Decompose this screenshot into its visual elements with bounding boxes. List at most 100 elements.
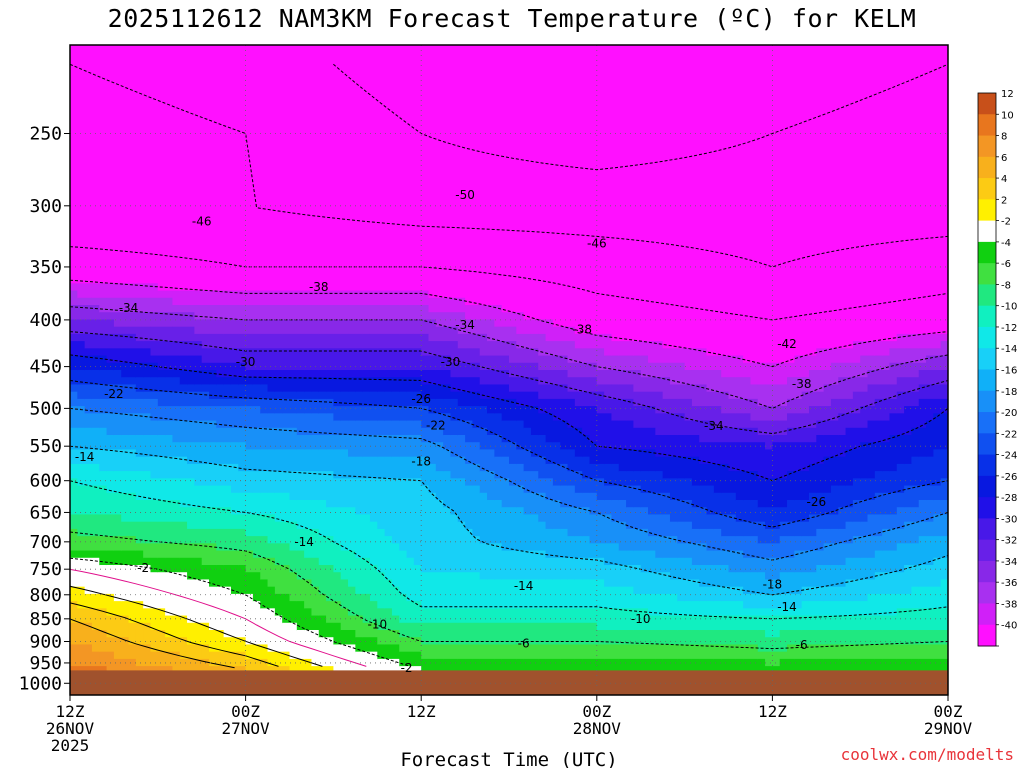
temperature-cell bbox=[545, 579, 554, 609]
temperature-cell bbox=[911, 485, 920, 508]
temperature-cell bbox=[648, 550, 656, 573]
temperature-cell bbox=[91, 355, 100, 371]
contour-label: -38 bbox=[572, 323, 592, 337]
temperature-cell bbox=[750, 615, 759, 631]
temperature-cell bbox=[450, 326, 459, 342]
temperature-cell bbox=[669, 435, 678, 458]
temperature-cell bbox=[472, 406, 481, 429]
temperature-cell bbox=[633, 471, 642, 487]
temperature-cell bbox=[501, 45, 510, 313]
temperature-cell bbox=[113, 435, 122, 451]
temperature-cell bbox=[450, 658, 459, 674]
temperature-cell bbox=[721, 391, 730, 414]
temperature-cell bbox=[179, 290, 188, 306]
temperature-cell bbox=[509, 507, 517, 552]
temperature-cell bbox=[318, 565, 327, 595]
temperature-cell bbox=[618, 355, 627, 371]
temperature-cell bbox=[457, 435, 466, 458]
temperature-cell bbox=[728, 398, 737, 414]
temperature-cell bbox=[574, 406, 583, 429]
temperature-cell bbox=[201, 319, 210, 335]
temperature-cell bbox=[143, 391, 152, 400]
temperature-cell bbox=[296, 319, 305, 335]
temperature-cell bbox=[406, 478, 415, 559]
temperature-cell bbox=[179, 637, 188, 660]
temperature-cell bbox=[728, 658, 737, 674]
temperature-cell bbox=[487, 579, 495, 609]
colorbar-label: -4 bbox=[1001, 238, 1011, 249]
temperature-cell bbox=[457, 406, 466, 422]
temperature-cell bbox=[421, 622, 430, 646]
temperature-cell bbox=[165, 543, 174, 559]
temperature-cell bbox=[143, 435, 152, 458]
temperature-cell bbox=[406, 601, 415, 624]
temperature-cell bbox=[289, 333, 298, 349]
temperature-cell bbox=[99, 384, 108, 400]
temperature-cell bbox=[728, 550, 737, 573]
colorbar-swatch bbox=[978, 390, 996, 413]
temperature-cell bbox=[106, 550, 115, 566]
temperature-cell bbox=[699, 420, 708, 443]
temperature-cell bbox=[808, 644, 817, 660]
temperature-cell bbox=[194, 370, 203, 386]
temperature-cell bbox=[765, 420, 773, 436]
temperature-cell bbox=[743, 615, 752, 631]
temperature-cell bbox=[911, 658, 920, 674]
temperature-cell bbox=[391, 478, 400, 544]
temperature-cell bbox=[735, 630, 744, 646]
temperature-cell bbox=[655, 658, 664, 674]
temperature-cell bbox=[282, 391, 291, 400]
temperature-cell bbox=[721, 644, 730, 660]
temperature-cell bbox=[860, 377, 869, 393]
temperature-cell bbox=[260, 644, 269, 660]
temperature-cell bbox=[384, 536, 393, 581]
temperature-cell bbox=[567, 536, 576, 559]
temperature-cell bbox=[150, 377, 159, 393]
temperature-cell bbox=[128, 297, 137, 313]
temperature-cell bbox=[194, 420, 203, 443]
colorbar-swatch bbox=[978, 348, 996, 370]
temperature-cell bbox=[187, 478, 195, 508]
temperature-cell bbox=[172, 326, 181, 342]
temperature-cell bbox=[860, 521, 869, 537]
temperature-cell bbox=[669, 45, 678, 349]
temperature-cell bbox=[604, 500, 613, 516]
temperature-cell bbox=[626, 45, 634, 342]
temperature-cell bbox=[230, 406, 239, 429]
temperature-cell bbox=[99, 333, 108, 349]
temperature-cell bbox=[121, 521, 130, 537]
temperature-cell bbox=[369, 348, 378, 371]
isotherm-line bbox=[70, 354, 948, 482]
temperature-cell bbox=[838, 528, 847, 544]
temperature-cell bbox=[765, 384, 773, 407]
temperature-cell bbox=[128, 283, 137, 299]
temperature-cell bbox=[662, 456, 671, 479]
temperature-cell bbox=[143, 557, 152, 566]
temperature-cell bbox=[326, 449, 334, 472]
temperature-cell bbox=[355, 420, 364, 436]
temperature-cell bbox=[926, 420, 934, 458]
temperature-cell bbox=[296, 413, 305, 436]
temperature-cell bbox=[391, 290, 400, 306]
temperature-cell bbox=[465, 644, 474, 660]
temperature-cell bbox=[662, 398, 671, 414]
temperature-cell bbox=[655, 572, 664, 595]
temperature-cell bbox=[765, 449, 773, 479]
temperature-cell bbox=[406, 420, 415, 436]
temperature-cell bbox=[582, 406, 591, 436]
temperature-cell bbox=[135, 312, 144, 328]
temperature-cell bbox=[333, 644, 342, 674]
temperature-cell bbox=[267, 391, 276, 400]
temperature-cell bbox=[274, 398, 283, 414]
temperature-cell bbox=[794, 644, 803, 660]
temperature-cell bbox=[252, 290, 261, 306]
temperature-cell bbox=[304, 45, 313, 292]
temperature-cell bbox=[157, 341, 166, 357]
temperature-cell bbox=[209, 370, 217, 386]
temperature-cell bbox=[348, 377, 356, 393]
temperature-cell bbox=[677, 435, 686, 458]
temperature-cell bbox=[882, 550, 891, 573]
temperature-cell bbox=[84, 536, 93, 552]
temperature-cell bbox=[926, 370, 934, 386]
